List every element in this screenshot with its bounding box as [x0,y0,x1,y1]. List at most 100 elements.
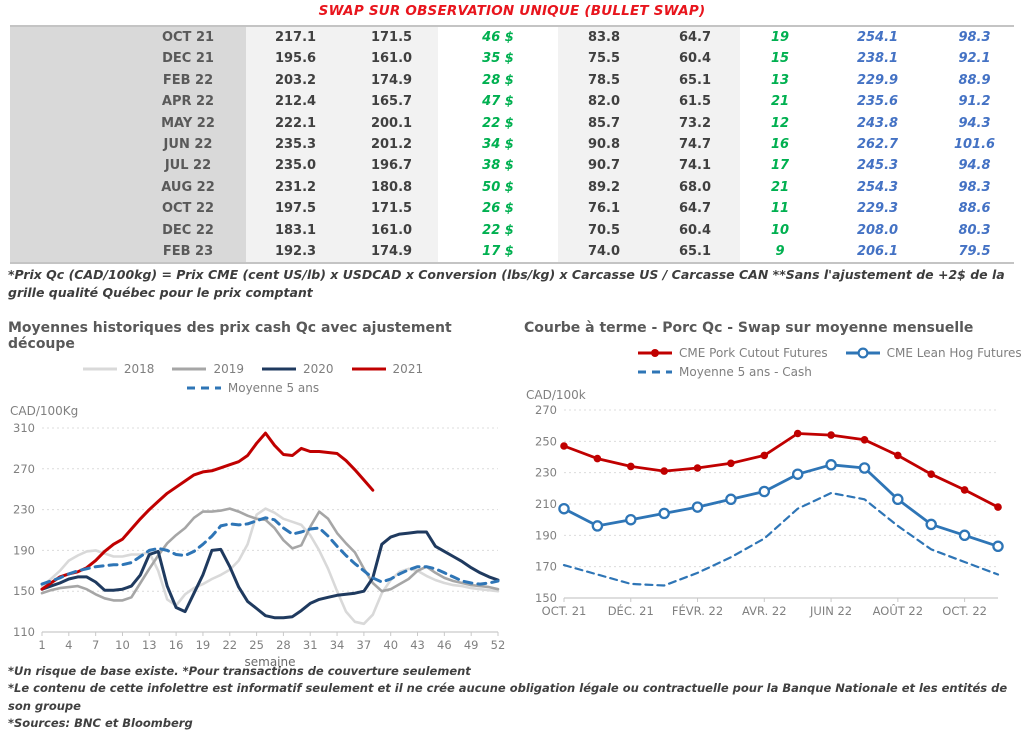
table-cell: 64.7 [650,198,740,220]
table-cell: 161.0 [345,219,438,241]
table-cell: 75.5 [558,48,650,70]
table-cell: 208.0 [820,219,935,241]
table-cell: 21 [740,176,820,199]
y-axis-unit-historical: CAD/100Kg [10,404,79,418]
footer-notes: *Un risque de base existe. *Pour transac… [8,663,1018,731]
svg-text:150: 150 [535,591,557,605]
table-cell: 79.5 [935,240,1014,263]
table-cell: 88.6 [935,198,1014,220]
table-cell: 92.1 [935,48,1014,70]
table-cell-month: AUG 22 [10,176,246,199]
table-cell: 217.1 [246,27,345,49]
table-cell: 235.0 [246,155,345,177]
table-cell: 83.8 [558,27,650,49]
legend-line-swatch [82,367,117,371]
legend-line-swatch [845,347,880,359]
table-cell: 22 $ [438,219,558,241]
table-cell: 254.3 [820,176,935,199]
table-cell: 180.8 [345,176,438,199]
table-cell: 235.6 [820,91,935,113]
table-cell: 192.3 [246,240,345,263]
legend-label: 2018 [123,362,155,376]
svg-text:250: 250 [535,434,557,448]
table-row: OCT 21 217.1 171.5 46 $83.8 64.7 19 254.1 98.3 [10,27,1014,49]
table-cell: 171.5 [345,27,438,49]
table-cell: 229.3 [820,198,935,220]
table-cell: 46 $ [438,27,558,49]
legend-label: Moyenne 5 ans [227,381,320,395]
table-cell: 13 [740,69,820,92]
table-cell: 47 $ [438,91,558,113]
table-cell: 229.9 [820,69,935,92]
table-cell: 60.4 [650,48,740,70]
table-cell: 91.2 [935,91,1014,113]
table-cell: 73.2 [650,112,740,134]
table-cell: 262.7 [820,133,935,156]
svg-text:OCT. 22: OCT. 22 [942,604,987,618]
table-row: OCT 22 197.5 171.5 26 $76.1 64.7 11 229.3 88.6 [10,198,1014,220]
footer-line: *Un risque de base existe. *Pour transac… [8,664,471,678]
svg-text:49: 49 [464,638,479,652]
svg-text:7: 7 [92,638,99,652]
table-cell: 78.5 [558,69,650,92]
table-cell: 61.5 [650,91,740,113]
svg-text:43: 43 [410,638,425,652]
table-cell: 35 $ [438,48,558,70]
legend-label: CME Lean Hog Futures [886,346,1022,360]
forward-curve-chart: Courbe à terme - Porc Qc - Swap sur moye… [524,320,1022,632]
table-cell: 65.1 [650,69,740,92]
legend-label: 2020 [303,362,334,376]
svg-text:210: 210 [535,497,557,511]
table-cell: 28 $ [438,69,558,92]
table-row: AUG 22 231.2 180.8 50 $89.2 68.0 21 254.3 98.3 [10,176,1014,199]
svg-text:4: 4 [65,638,72,652]
svg-text:semaine: semaine [245,655,296,669]
table-cell: 235.3 [246,133,345,156]
table-row: JUN 22 235.3 201.2 34 $90.8 74.7 16 262.7 101.6 [10,133,1014,156]
table-cell: 243.8 [820,112,935,134]
legend-line-swatch [638,370,672,374]
legend-item-cme-pork-cutout-futures: CME Pork Cutout Futures [636,346,828,360]
table-cell: 238.1 [820,48,935,70]
footer-line: *Le contenu de cette infolettre est info… [8,681,1008,713]
table-cell: 16 [740,133,820,156]
historical-prices-chart: Moyennes historiques des prix cash Qc av… [8,320,512,670]
table-cell: 197.5 [246,198,345,220]
table-cell-month: DEC 22 [10,219,246,241]
table-cell: 88.9 [935,69,1014,92]
svg-text:310: 310 [13,421,35,435]
legend-item-2019: 2019 [170,362,244,376]
legend-item-moyenne-5-ans-cash: Moyenne 5 ans - Cash [636,365,812,379]
legend-line-swatch [172,367,207,371]
y-axis-unit-forward: CAD/100k [526,388,586,402]
table-cell: 15 [740,48,820,70]
table-row: FEB 23 192.3 174.9 17 $74.0 65.1 9 206.1 79.5 [10,240,1014,263]
historical-prices-plot: 110 150 190 230 270 310 1 4 7 10 13 16 19 22 25 28 31 34 3… [13,421,505,669]
svg-text:40: 40 [383,638,398,652]
footer-line: *Sources: BNC et Bloomberg [8,715,193,730]
table-cell-month: OCT 21 [10,27,246,49]
table-cell: 9 [740,240,820,263]
legend-line-swatch [638,349,672,357]
table-cell-month: MAY 22 [10,112,246,134]
table-cell-month: JUN 22 [10,133,246,156]
table-cell: 74.1 [650,155,740,177]
chart-title-historical: Moyennes historiques des prix cash Qc av… [8,320,452,352]
svg-text:16: 16 [169,638,184,652]
table-cell-month: APR 22 [10,91,246,113]
legend-item-2021: 2021 [350,362,423,376]
legend-item-2018: 2018 [81,362,155,376]
table-cell: 94.3 [935,112,1014,134]
table-footnote: *Prix Qc (CAD/100kg) = Prix CME (cent US… [8,267,1005,300]
table-cell: 60.4 [650,219,740,241]
svg-text:19: 19 [196,638,211,652]
table-cell: 22 $ [438,112,558,134]
legend-line-swatch [351,367,386,371]
table-cell: 17 $ [438,240,558,263]
page-title: SWAP SUR OBSERVATION UNIQUE (BULLET SWAP… [318,3,706,19]
table-cell: 65.1 [650,240,740,263]
table-cell: 161.0 [345,48,438,70]
table-cell: 74.0 [558,240,650,263]
svg-text:AOÛT 22: AOÛT 22 [873,603,923,618]
